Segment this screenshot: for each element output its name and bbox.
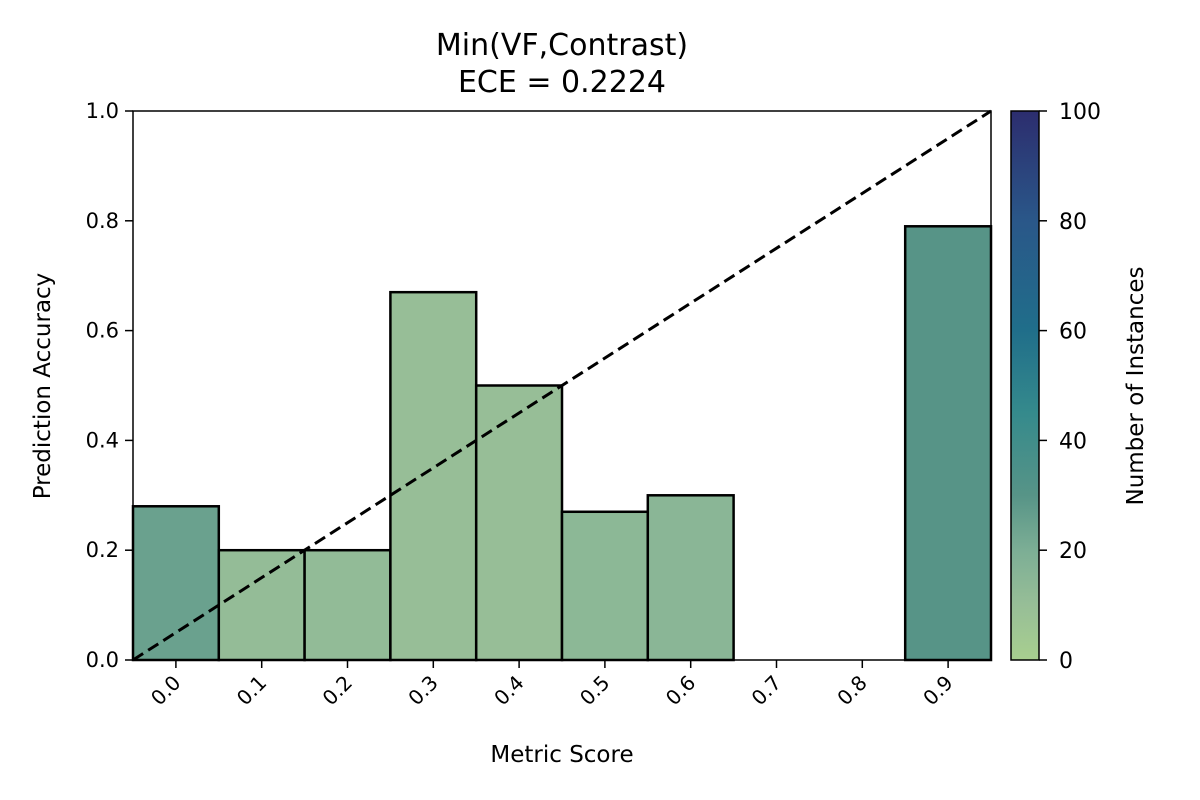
- colorbar-label: Number of Instances: [1123, 267, 1149, 506]
- colorbar-tick-label: 80: [1059, 210, 1087, 235]
- y-tick-label: 0.8: [86, 209, 119, 233]
- x-axis-label: Metric Score: [490, 742, 633, 768]
- y-tick-label: 0.0: [86, 648, 119, 672]
- x-tick-label: 0.9: [918, 671, 957, 710]
- plot-frame: [132, 110, 992, 661]
- y-axis: 0.0 0.2 0.4 0.6 0.8 1.0: [86, 99, 133, 672]
- colorbar-tick-label: 0: [1059, 649, 1073, 674]
- y-tick-label: 0.2: [86, 538, 119, 562]
- colorbar-tick-label: 20: [1059, 539, 1087, 564]
- x-tick-label: 0.7: [747, 671, 786, 710]
- x-axis: 0.0 0.1 0.2 0.3 0.4 0.5 0.6 0.7 0.8 0.9: [146, 660, 958, 710]
- x-tick-label: 0.2: [318, 671, 357, 710]
- chart-title: Min(VF,Contrast): [436, 28, 688, 63]
- perfect-calibration-line: [132, 109, 992, 662]
- x-tick-label: 0.4: [489, 671, 528, 710]
- bar-0.0: [131, 505, 221, 662]
- colorbar-tick-label: 100: [1059, 100, 1101, 125]
- bars-group: [131, 225, 993, 662]
- x-tick-label: 0.1: [232, 671, 271, 710]
- bar-0.5: [560, 510, 650, 662]
- chart-subtitle: ECE = 0.2224: [458, 65, 666, 100]
- colorbar: [1010, 110, 1040, 661]
- y-tick-label: 0.4: [86, 428, 119, 452]
- y-tick-label: 0.6: [86, 319, 119, 343]
- x-tick-label: 0.3: [403, 671, 442, 710]
- colorbar-tick-label: 40: [1059, 429, 1087, 454]
- y-tick-label: 1.0: [86, 99, 119, 123]
- bar-0.9: [903, 225, 993, 662]
- bar-0.1: [217, 548, 306, 662]
- bar-0.6: [646, 494, 735, 662]
- x-tick-label: 0.8: [832, 671, 871, 710]
- bar-0.2: [303, 548, 392, 662]
- bar-0.4: [474, 384, 564, 662]
- colorbar-axis: 0 20 40 60 80 100: [1039, 100, 1101, 674]
- colorbar-tick-label: 60: [1059, 320, 1087, 345]
- bar-0.3: [389, 290, 478, 662]
- y-axis-label: Prediction Accuracy: [30, 273, 56, 500]
- x-tick-label: 0.5: [575, 671, 614, 710]
- x-tick-label: 0.0: [146, 671, 185, 710]
- x-tick-label: 0.6: [661, 671, 700, 710]
